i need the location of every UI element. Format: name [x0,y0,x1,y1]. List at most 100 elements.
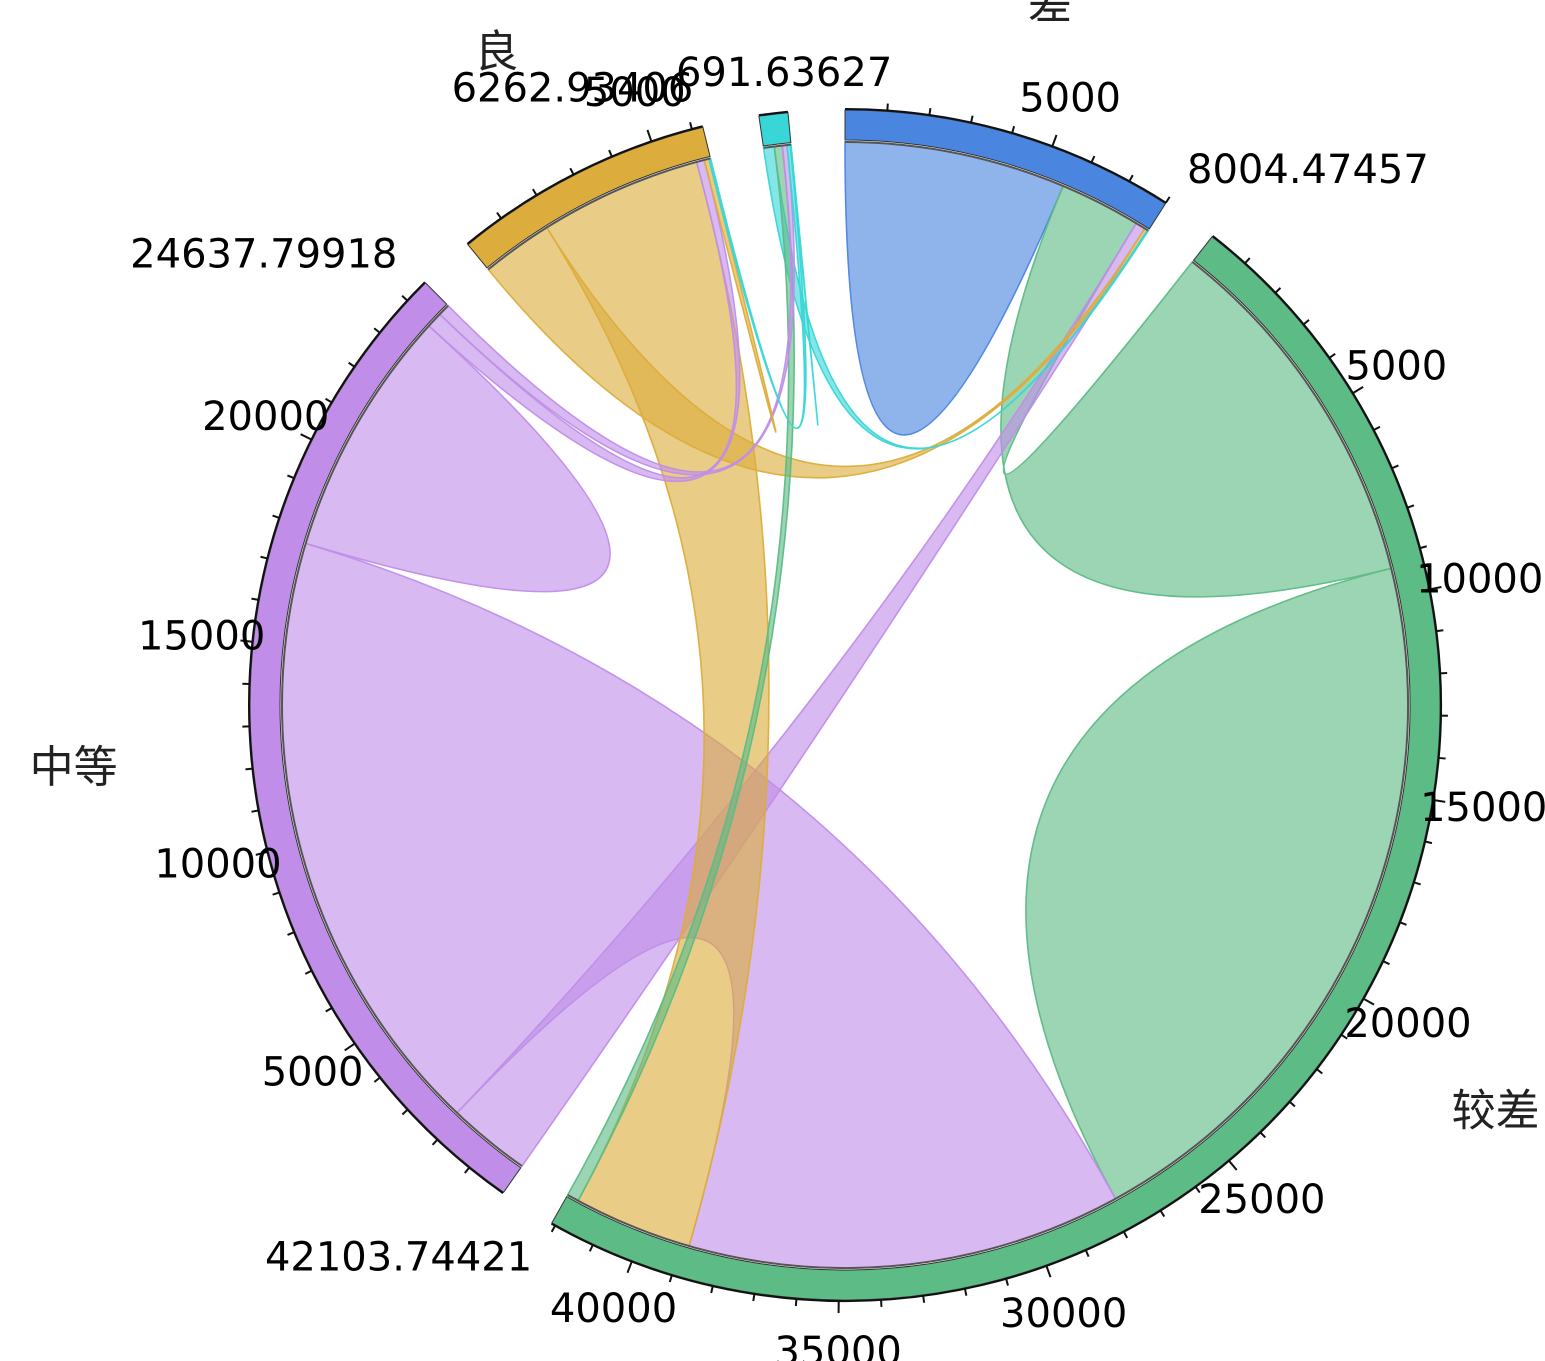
arc-inner-line-2 [281,304,523,1167]
tick-1-22000 [1316,1068,1323,1075]
tick-2-8000 [287,931,295,936]
tick-1-18000 [1399,921,1407,926]
tick-1-11000 [1436,629,1444,633]
tick-2-16000 [251,597,259,601]
tick-1-41000 [588,1244,594,1252]
tick-1-2000 [1274,287,1282,294]
tick-1-20000 [1363,997,1375,1006]
group-label-3: 良 [474,27,518,78]
tick-label-1-5: 30000 [1000,1291,1127,1337]
tick-3-6000 [689,121,693,130]
arc-3 [467,126,711,269]
tick-1-7000 [1391,464,1399,470]
tick-3-1000 [496,211,502,219]
tick-2-4000 [373,1076,381,1083]
tick-label-1-3: 20000 [1344,1001,1471,1047]
tick-label-2-1: 10000 [154,841,281,887]
tick-2-3000 [401,1108,409,1116]
arc-axis-line-3 [466,125,703,245]
tick-1-21000 [1340,1033,1348,1040]
arc-layer [240,103,1448,1313]
tick-0-4000 [1011,125,1016,134]
group-label-2: 中等 [30,742,118,793]
tick-label-2-3: 20000 [202,394,329,440]
tick-2-21000 [325,397,333,404]
tick-1-16000 [1424,840,1433,845]
tick-label-2-2: 15000 [138,613,265,659]
tick-1-3000 [1302,319,1310,326]
tick-2-5000 [344,1042,356,1052]
tick-label-1-6: 35000 [775,1329,902,1361]
tick-1-24000 [1259,1131,1267,1139]
tick-2-20000 [300,433,312,441]
tick-3-4000 [608,149,613,157]
arc-inner-line-4 [763,143,792,149]
group-label-0: 差 [1028,0,1072,30]
tick-1-6000 [1373,425,1381,431]
arc-axis-line-2 [248,281,504,1194]
tick-2-1000 [464,1166,471,1174]
tick-2-9000 [272,891,280,896]
tick-1-8000 [1407,504,1415,509]
tick-1-29000 [1084,1249,1090,1258]
ribbon-1-1 [1025,567,1409,1200]
tick-1-27000 [1159,1210,1166,1218]
ribbon-2-2 [304,324,611,593]
tick-1-5000 [1352,386,1364,394]
tick-2-24000 [401,295,408,302]
tick-label-3-0: 5000 [584,70,686,116]
tick-1-37000 [752,1293,756,1302]
tick-1-25000 [1228,1160,1238,1171]
tick-1-10000 [1429,586,1442,591]
tick-3-5000 [646,129,653,142]
tick-2-22000 [348,361,355,368]
tick-1-31000 [1005,1278,1009,1286]
arc-axis-line-1 [550,235,1442,1302]
tick-2-19000 [287,474,295,480]
tick-2-18000 [272,514,280,519]
tick-2-11000 [251,809,259,813]
tick-1-28000 [1122,1231,1129,1239]
ribbon-0-4 [762,145,1150,450]
total-label-3: 6262.93406 [452,65,694,111]
tick-1-26000 [1194,1186,1201,1194]
tick-label-1-1: 10000 [1416,556,1543,602]
arc-inner-line-1 [567,261,1409,1269]
label-layer: 5000 8004.47457 差 5000 10000 15000 20000 25000 3… [30,0,1545,1361]
tick-1-30000 [1045,1265,1052,1278]
arc-4 [758,112,792,147]
tick-1-14000 [1438,756,1446,760]
arc-1 [551,236,1441,1301]
tick-1-17000 [1413,881,1421,886]
group-label-1: 较差 [1452,1086,1540,1137]
tick-1-15000 [1433,798,1446,803]
tick-1-36000 [794,1298,798,1307]
tick-1-23000 [1289,1101,1296,1108]
arc-inner-line-0 [844,141,1149,232]
tick-1-42000 [550,1225,556,1233]
tick-2-23000 [373,327,381,334]
tick-3-3000 [569,167,575,175]
tick-1-32000 [963,1288,968,1296]
ribbon-layer [281,141,1409,1269]
tick-label-0-0: 5000 [1019,75,1121,121]
tick-label-1-7: 40000 [550,1286,677,1332]
tick-label-1-0: 5000 [1345,343,1447,389]
total-label-1: 42103.74421 [265,1235,532,1281]
tick-0-3000 [970,115,974,123]
tick-1-4000 [1328,352,1336,359]
tick-label-2-0: 5000 [262,1050,364,1096]
arc-0 [844,109,1167,230]
tick-2-17000 [260,555,268,560]
tick-2-15000 [240,639,253,643]
tick-1-38000 [710,1285,714,1294]
tick-2-6000 [325,1007,333,1013]
tick-label-1-4: 25000 [1198,1177,1325,1223]
tick-0-2000 [928,107,932,116]
tick-0-5000 [1051,134,1058,147]
tick-1-19000 [1382,960,1390,966]
tick-2-7000 [304,969,312,975]
tick-label-1-2: 15000 [1420,785,1545,831]
tick-2-2000 [431,1139,439,1146]
